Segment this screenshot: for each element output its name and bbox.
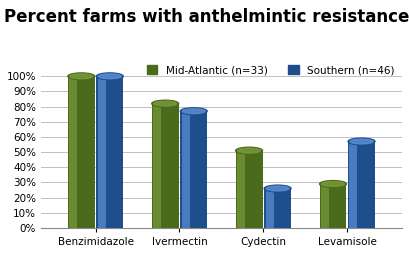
Bar xyxy=(319,184,346,228)
Bar xyxy=(181,111,189,228)
Bar xyxy=(347,142,374,228)
Ellipse shape xyxy=(235,147,262,154)
Ellipse shape xyxy=(67,73,94,80)
Bar xyxy=(180,111,207,228)
Ellipse shape xyxy=(319,181,346,187)
Ellipse shape xyxy=(70,74,92,79)
Bar xyxy=(235,151,262,228)
Bar xyxy=(236,151,245,228)
Ellipse shape xyxy=(347,138,374,145)
Ellipse shape xyxy=(349,139,372,144)
Ellipse shape xyxy=(151,100,178,107)
Ellipse shape xyxy=(180,108,207,115)
Bar xyxy=(96,76,123,228)
Bar xyxy=(265,188,273,228)
Bar xyxy=(67,76,94,228)
Ellipse shape xyxy=(263,185,290,192)
Bar xyxy=(263,188,290,228)
Ellipse shape xyxy=(182,109,204,114)
Ellipse shape xyxy=(98,74,121,79)
Ellipse shape xyxy=(265,186,288,191)
Text: Percent farms with anthelmintic resistance: Percent farms with anthelmintic resistan… xyxy=(4,8,409,26)
Ellipse shape xyxy=(237,148,260,153)
Bar xyxy=(151,104,178,228)
Bar xyxy=(348,142,357,228)
Bar xyxy=(153,104,161,228)
Bar xyxy=(97,76,106,228)
Ellipse shape xyxy=(153,101,176,106)
Legend: Mid-Atlantic (n=33), Southern (n=46): Mid-Atlantic (n=33), Southern (n=46) xyxy=(144,63,396,77)
Bar xyxy=(320,184,328,228)
Ellipse shape xyxy=(96,73,123,80)
Ellipse shape xyxy=(321,182,344,186)
Bar xyxy=(69,76,77,228)
